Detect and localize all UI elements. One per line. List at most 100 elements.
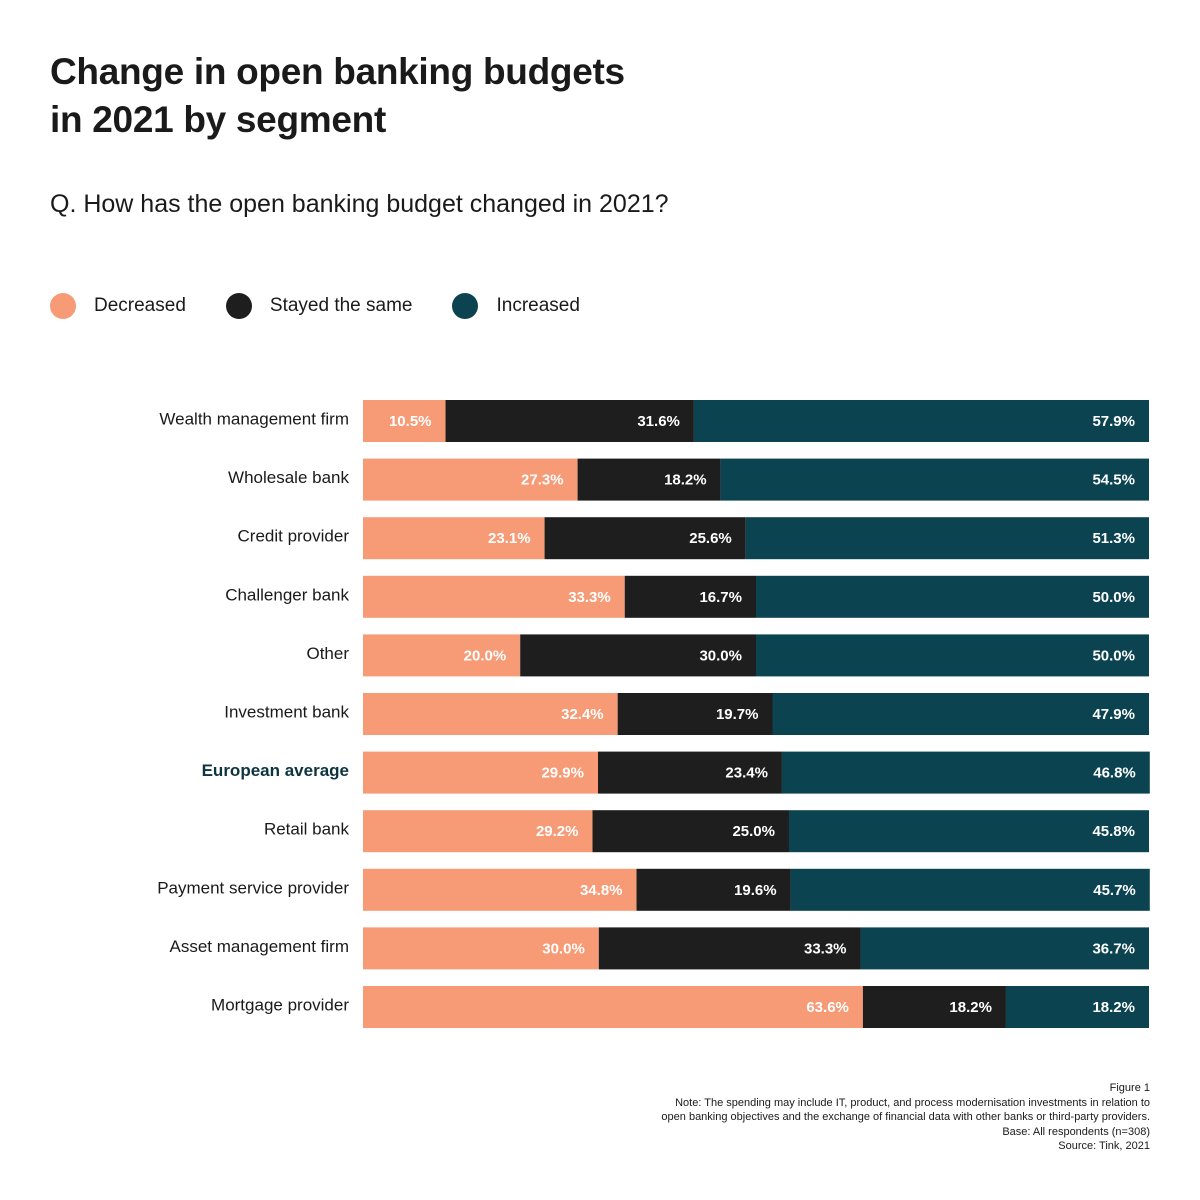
value-label-increased: 47.9% xyxy=(1092,706,1135,723)
value-label-stayed-the-same: 18.2% xyxy=(949,999,992,1016)
survey-question: Q. How has the open banking budget chang… xyxy=(50,190,669,218)
value-label-decreased: 32.4% xyxy=(561,706,604,723)
value-label-increased: 45.8% xyxy=(1092,823,1135,840)
value-label-increased: 50.0% xyxy=(1092,647,1135,664)
value-label-stayed-the-same: 33.3% xyxy=(804,940,847,957)
bar-segment-decreased xyxy=(363,868,637,911)
value-label-decreased: 63.6% xyxy=(806,999,849,1016)
value-label-decreased: 20.0% xyxy=(464,647,507,664)
category-label: Investment bank xyxy=(224,702,349,721)
value-label-increased: 50.0% xyxy=(1092,589,1135,606)
legend-label-stayed-the-same: Stayed the same xyxy=(269,295,413,316)
bar-segment-decreased xyxy=(363,986,863,1028)
bar-segment-stayed-the-same xyxy=(520,634,756,677)
value-label-stayed-the-same: 23.4% xyxy=(725,765,768,782)
data-source: Source: Tink, 2021 xyxy=(1058,1140,1150,1152)
bar-segment-stayed-the-same xyxy=(617,693,773,735)
value-label-decreased: 34.8% xyxy=(580,882,623,899)
bar-row-credit-provider: Credit provider 23.1% 25.6% 51.3% xyxy=(238,517,1149,560)
bar-segment-decreased xyxy=(363,693,618,735)
bar-segment-stayed-the-same xyxy=(636,868,791,911)
bar-segment-decreased xyxy=(363,810,593,853)
chart-title-line-2: in 2021 by segment xyxy=(50,99,386,140)
bar-segment-stayed-the-same xyxy=(598,751,782,794)
category-label: Wealth management firm xyxy=(159,409,349,428)
bar-row-mortgage-provider: Mortgage provider 63.6% 18.2% 18.2% xyxy=(211,986,1149,1028)
value-label-increased: 36.7% xyxy=(1092,940,1135,957)
value-label-decreased: 23.1% xyxy=(488,530,531,547)
legend-label-increased: Increased xyxy=(496,295,580,316)
category-label: Wholesale bank xyxy=(228,468,349,487)
bar-segment-stayed-the-same xyxy=(598,927,861,970)
value-label-decreased: 29.9% xyxy=(541,765,584,782)
value-label-decreased: 30.0% xyxy=(542,940,585,957)
chart-title-line-1: Change in open banking budgets xyxy=(50,51,625,92)
bar-segment-decreased xyxy=(363,927,599,970)
legend: Decreased Stayed the same Increased xyxy=(50,292,620,320)
value-label-increased: 57.9% xyxy=(1092,413,1135,430)
chart-title: Change in open banking budgets in 2021 b… xyxy=(50,48,810,144)
value-label-decreased: 27.3% xyxy=(521,472,564,489)
value-label-stayed-the-same: 31.6% xyxy=(637,413,680,430)
figure-number: Figure 1 xyxy=(1109,1082,1150,1094)
category-label: Credit provider xyxy=(238,527,350,546)
value-label-increased: 45.7% xyxy=(1093,882,1136,899)
value-label-increased: 18.2% xyxy=(1092,999,1135,1016)
bar-segment-increased xyxy=(789,810,1149,853)
bar-segment-stayed-the-same xyxy=(577,458,721,501)
note-line-1: Note: The spending may include IT, produ… xyxy=(675,1096,1150,1109)
bar-segment-decreased xyxy=(363,458,578,501)
bar-row-payment-service-provider: Payment service provider 34.8% 19.6% 45.7% xyxy=(157,868,1150,911)
bar-segment-increased xyxy=(790,868,1150,911)
value-label-decreased: 10.5% xyxy=(389,413,432,430)
value-label-increased: 51.3% xyxy=(1092,530,1135,547)
legend-item-decreased: Decreased xyxy=(50,293,186,319)
bar-segment-increased xyxy=(860,927,1149,970)
bar-segment-increased xyxy=(772,693,1149,735)
legend-label-decreased: Decreased xyxy=(94,295,186,316)
bar-segment-stayed-the-same xyxy=(544,517,746,560)
value-label-stayed-the-same: 25.6% xyxy=(689,530,732,547)
value-label-increased: 54.5% xyxy=(1092,472,1135,489)
value-label-stayed-the-same: 16.7% xyxy=(699,589,742,606)
value-label-decreased: 33.3% xyxy=(568,589,611,606)
bar-row-european-average: European average 29.9% 23.4% 46.8% xyxy=(202,751,1150,794)
bar-row-challenger-bank: Challenger bank 33.3% 16.7% 50.0% xyxy=(225,575,1149,618)
legend-swatch-decreased xyxy=(50,293,76,319)
bar-row-retail-bank: Retail bank 29.2% 25.0% 45.8% xyxy=(264,810,1149,853)
bar-segment-increased xyxy=(756,634,1149,677)
bar-segment-decreased xyxy=(363,517,545,560)
bar-segment-stayed-the-same xyxy=(592,810,790,853)
value-label-stayed-the-same: 19.6% xyxy=(734,882,777,899)
value-label-increased: 46.8% xyxy=(1093,765,1136,782)
legend-item-increased: Increased xyxy=(452,293,580,319)
bar-segment-stayed-the-same xyxy=(624,575,756,618)
legend-item-stayed-the-same: Stayed the same xyxy=(225,293,413,319)
bar-segment-increased xyxy=(756,575,1149,618)
bar-segment-increased xyxy=(781,751,1150,794)
value-label-decreased: 29.2% xyxy=(536,823,579,840)
category-label: Payment service provider xyxy=(157,878,349,897)
value-label-stayed-the-same: 30.0% xyxy=(699,647,742,664)
bar-segment-increased xyxy=(693,400,1149,442)
note-line-2: open banking objectives and the exchange… xyxy=(661,1111,1150,1123)
bar-segment-decreased xyxy=(363,400,446,442)
legend-swatch-increased xyxy=(452,293,479,319)
bar-row-wealth-management-firm: Wealth management firm 10.5% 31.6% 57.9% xyxy=(159,400,1149,442)
value-label-stayed-the-same: 25.0% xyxy=(732,823,775,840)
category-label: Mortgage provider xyxy=(211,995,349,1014)
bar-segment-decreased xyxy=(363,751,599,794)
bar-segment-stayed-the-same xyxy=(445,400,694,442)
category-label: European average xyxy=(202,761,349,780)
bar-segment-increased xyxy=(720,458,1149,501)
category-label: Retail bank xyxy=(264,820,350,839)
bar-row-other: Other 20.0% 30.0% 50.0% xyxy=(306,634,1149,677)
bar-segment-increased xyxy=(745,517,1149,560)
bar-row-investment-bank: Investment bank 32.4% 19.7% 47.9% xyxy=(224,693,1149,735)
category-label: Asset management firm xyxy=(169,937,349,956)
bar-segment-decreased xyxy=(363,634,521,677)
value-label-stayed-the-same: 19.7% xyxy=(716,706,759,723)
bar-segment-stayed-the-same xyxy=(862,986,1006,1028)
bar-row-asset-management-firm: Asset management firm 30.0% 33.3% 36.7% xyxy=(169,927,1149,970)
category-label: Challenger bank xyxy=(225,585,349,604)
